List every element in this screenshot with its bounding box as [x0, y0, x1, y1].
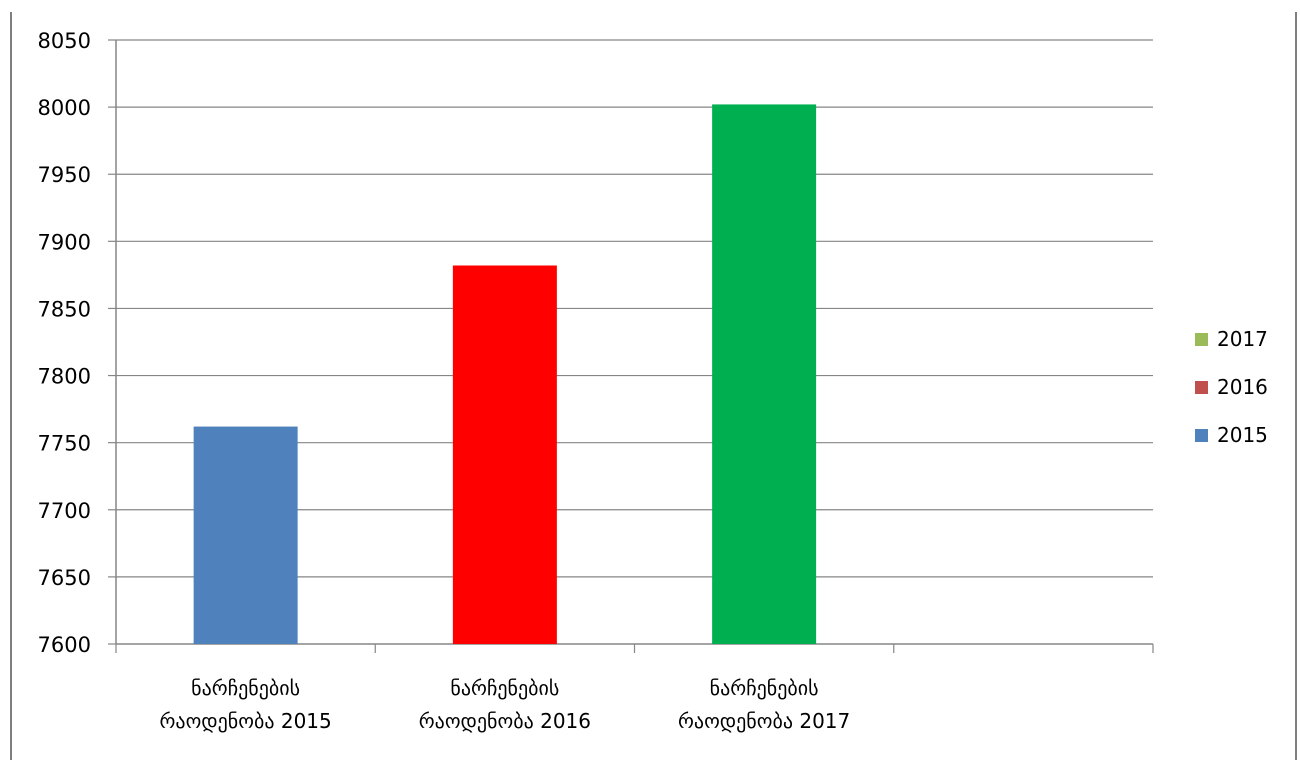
- legend-swatch-2017: [1195, 333, 1208, 346]
- x-tick-label: ნარჩენების: [191, 676, 300, 700]
- gridlines: [116, 39, 1153, 578]
- chart-frame: [10, 12, 1297, 760]
- y-tick-label: 7600: [38, 633, 91, 657]
- x-tick-label: რაოდენობა 2016: [419, 709, 591, 733]
- legend-label-2015: 2015: [1217, 423, 1268, 447]
- y-tick-label: 7950: [38, 163, 91, 187]
- legend-swatch-2015: [1195, 429, 1208, 442]
- bars: [193, 104, 817, 645]
- bar-2015: [193, 426, 298, 644]
- bar-2016: [452, 265, 557, 644]
- y-tick-label: 7650: [38, 566, 91, 590]
- bar-2017: [712, 104, 817, 645]
- x-tick-label: ნარჩენების: [710, 676, 819, 700]
- y-tick-label: 7850: [38, 297, 91, 321]
- y-tick-label: 7900: [38, 230, 91, 254]
- y-tick-label: 7700: [38, 499, 91, 523]
- y-tick-label: 8050: [38, 29, 91, 53]
- legend-swatch-2016: [1195, 381, 1208, 394]
- y-tick-label: 8000: [38, 96, 91, 120]
- legend: 2017 2016 2015: [1195, 327, 1268, 447]
- x-tick-label: ნარჩენების: [450, 676, 559, 700]
- x-tick-label: რაოდენობა 2017: [678, 709, 850, 733]
- y-tick-label: 7800: [38, 365, 91, 389]
- legend-label-2017: 2017: [1217, 327, 1268, 351]
- legend-label-2016: 2016: [1217, 375, 1268, 399]
- x-tick-label: რაოდენობა 2015: [160, 709, 332, 733]
- tick-labels: 7600 7650 7700 7750 7800 7850 7900 7950 8000 8050…: [38, 29, 851, 733]
- y-tick-label: 7750: [38, 432, 91, 456]
